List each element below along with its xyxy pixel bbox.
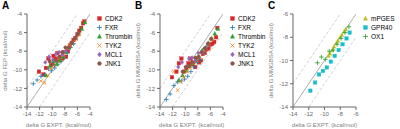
svg-text:-12: -12 — [35, 111, 44, 117]
html-text:C: C — [268, 0, 276, 11]
svg-text:-4: -4 — [87, 111, 93, 117]
svg-text:-6: -6 — [353, 111, 359, 117]
svg-text:-8: -8 — [283, 34, 289, 40]
html-text:GPR40: GPR40 — [371, 24, 393, 31]
svg-text:delta G EXPT. (kcal/mol): delta G EXPT. (kcal/mol) — [159, 122, 224, 128]
html-text:A: A — [2, 0, 10, 11]
svg-text:-8: -8 — [338, 111, 344, 117]
svg-text:-10: -10 — [146, 67, 155, 73]
svg-text:-14: -14 — [289, 111, 298, 117]
html-text:mPGES: mPGES — [371, 15, 395, 22]
svg-text:-4: -4 — [220, 111, 226, 117]
svg-text:-8: -8 — [150, 48, 156, 54]
svg-text:-4: -4 — [17, 11, 23, 17]
svg-text:-6: -6 — [75, 111, 81, 117]
svg-text:delta G EXPT. (kcal/mol): delta G EXPT. (kcal/mol) — [292, 122, 357, 128]
svg-text:-6: -6 — [17, 30, 23, 36]
svg-text:-14: -14 — [23, 111, 32, 117]
html-text:OX1: OX1 — [371, 33, 384, 40]
svg-text:-14: -14 — [156, 111, 165, 117]
html-text:JNK1: JNK1 — [238, 60, 254, 67]
html-text:MCL1: MCL1 — [105, 51, 123, 58]
svg-text:-8: -8 — [17, 48, 23, 54]
svg-text:-8: -8 — [195, 111, 201, 117]
html-text:FXR: FXR — [105, 24, 118, 31]
html-text:CDK2: CDK2 — [238, 15, 256, 22]
svg-text:-10: -10 — [181, 111, 190, 117]
svg-text:-12: -12 — [279, 81, 288, 87]
svg-text:-10: -10 — [48, 111, 57, 117]
svg-text:-6: -6 — [283, 11, 289, 17]
html-text:FXR: FXR — [238, 24, 251, 31]
svg-text:-14: -14 — [146, 104, 155, 110]
svg-text:delta G MMGBSA (kcal/mol): delta G MMGBSA (kcal/mol) — [135, 23, 141, 98]
html-text:TYK2: TYK2 — [105, 42, 122, 49]
svg-text:-4: -4 — [150, 11, 156, 17]
svg-text:-6: -6 — [208, 111, 214, 117]
html-text:CDK2: CDK2 — [105, 15, 123, 22]
svg-text:-12: -12 — [168, 111, 177, 117]
svg-text:-6: -6 — [150, 30, 156, 36]
svg-text:delta G EXPT. (kcal/mol): delta G EXPT. (kcal/mol) — [26, 122, 91, 128]
html-text:Thrombin: Thrombin — [238, 33, 266, 40]
svg-text:-8: -8 — [62, 111, 68, 117]
html-text:MCL1: MCL1 — [238, 51, 256, 58]
html-text:Thrombin: Thrombin — [105, 33, 133, 40]
svg-text:-12: -12 — [13, 86, 22, 92]
html-text:TYK2: TYK2 — [238, 42, 255, 49]
svg-text:-14: -14 — [13, 104, 22, 110]
svg-text:-12: -12 — [146, 86, 155, 92]
svg-text:-14: -14 — [279, 104, 288, 110]
svg-text:delta G FEP (kcal/mol): delta G FEP (kcal/mol) — [8, 30, 9, 90]
svg-text:-10: -10 — [320, 111, 329, 117]
svg-text:delta G MMGBSA (kcal/mol): delta G MMGBSA (kcal/mol) — [268, 23, 274, 98]
svg-text:-10: -10 — [279, 58, 288, 64]
html-text:JNK1: JNK1 — [105, 60, 121, 67]
svg-text:-12: -12 — [304, 111, 313, 117]
html-text:B: B — [135, 0, 143, 11]
svg-text:-10: -10 — [13, 67, 22, 73]
